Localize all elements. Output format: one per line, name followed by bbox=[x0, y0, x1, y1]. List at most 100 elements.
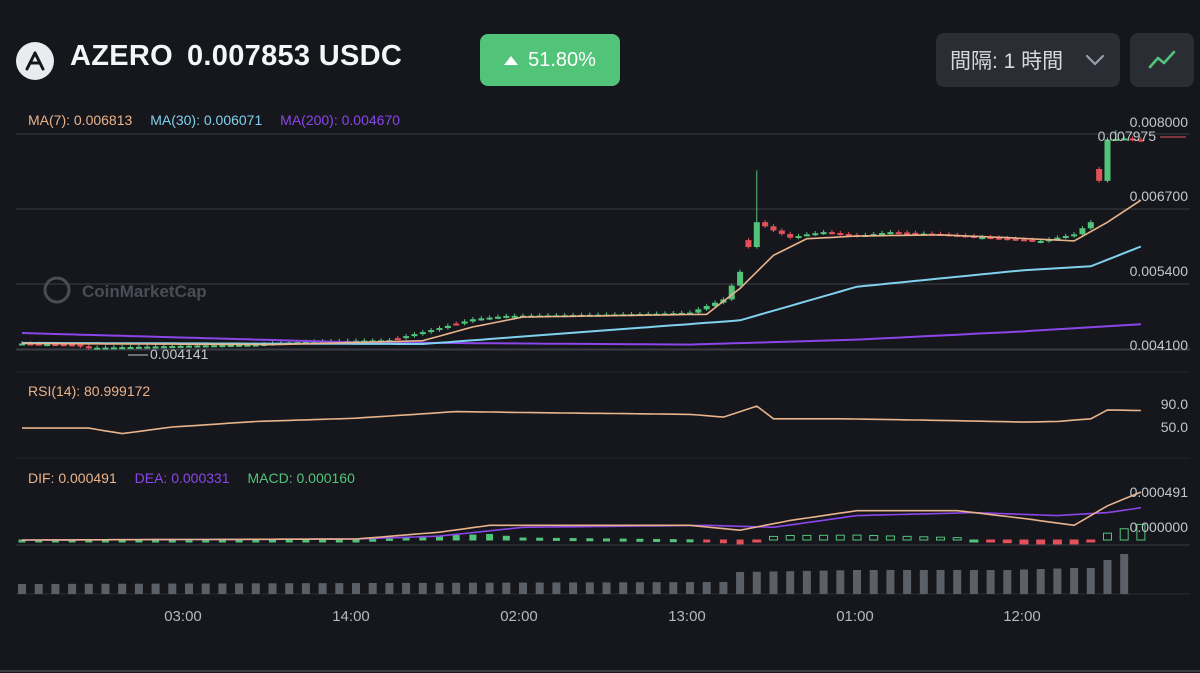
candle-body bbox=[820, 232, 827, 235]
price-chart[interactable]: CoinMarketCap 0.008000 0.006700 0.005400 0.0… bbox=[0, 100, 1200, 673]
candle-body bbox=[60, 344, 67, 347]
interval-dropdown[interactable]: 間隔: 1 時間 bbox=[936, 33, 1120, 87]
volume-bar bbox=[719, 582, 728, 594]
volume-bar bbox=[1086, 568, 1095, 594]
candle-body bbox=[778, 230, 785, 235]
candle-body bbox=[436, 328, 443, 331]
volume-bar bbox=[585, 582, 594, 594]
candle-body bbox=[1104, 139, 1111, 181]
macd-histogram-bar bbox=[235, 539, 243, 543]
volume-bar bbox=[886, 570, 895, 594]
candle-body bbox=[177, 345, 184, 348]
macd-histogram-bar bbox=[952, 537, 962, 541]
candle-body bbox=[912, 232, 919, 235]
candle-body bbox=[762, 222, 769, 227]
candle-body bbox=[1029, 239, 1036, 242]
candle-body bbox=[979, 237, 986, 240]
x-axis-tick-label: 14:00 bbox=[332, 608, 370, 625]
candle-body bbox=[728, 285, 735, 300]
candle-body bbox=[712, 302, 719, 306]
candle-body bbox=[703, 306, 710, 310]
candle-body bbox=[311, 341, 318, 344]
volume-bar bbox=[802, 570, 811, 594]
candle-body bbox=[403, 336, 410, 339]
interval-label: 間隔: 1 時間 bbox=[950, 50, 1064, 73]
macd-histogram-bar bbox=[1119, 528, 1129, 541]
macd-histogram-bar bbox=[902, 535, 912, 541]
volume-bar bbox=[235, 583, 244, 594]
candle-body bbox=[252, 344, 259, 347]
candle-body bbox=[503, 315, 510, 318]
volume-bar bbox=[318, 583, 327, 594]
candle-body bbox=[135, 346, 142, 349]
macd-histogram-bar bbox=[469, 534, 477, 541]
volume-bar bbox=[68, 583, 77, 594]
macd-histogram-bar bbox=[736, 539, 744, 545]
current-price-marker: 0.007975 bbox=[1098, 128, 1157, 144]
macd-histogram-bar bbox=[1086, 539, 1096, 543]
macd-histogram-bar bbox=[335, 539, 343, 543]
volume-bar bbox=[1120, 554, 1129, 594]
candle-body bbox=[695, 309, 702, 313]
macd-histogram-bar bbox=[218, 539, 226, 543]
macd-histogram-bar bbox=[552, 537, 560, 541]
volume-bar bbox=[853, 570, 861, 594]
rsi-legend-label: RSI(14): 80.999172 bbox=[28, 383, 151, 399]
ma-legend: MA(7): 0.006813 MA(30): 0.006071 MA(200)… bbox=[28, 112, 414, 128]
rsi-axis-label: 90.0 bbox=[1161, 396, 1188, 412]
macd-histogram-bar bbox=[1052, 539, 1062, 545]
candle-body bbox=[1137, 139, 1144, 142]
volume-bar bbox=[51, 583, 60, 594]
candle-body bbox=[469, 319, 476, 322]
macd-histogram-bar bbox=[653, 538, 661, 542]
volume-bar bbox=[168, 583, 177, 594]
chart-type-button[interactable] bbox=[1130, 33, 1194, 87]
candle-body bbox=[770, 226, 777, 231]
candle-body bbox=[52, 344, 59, 347]
volume-bar bbox=[869, 570, 878, 594]
macd-histogram-bar bbox=[369, 538, 377, 542]
volume-bar bbox=[1053, 568, 1062, 594]
candle-body bbox=[211, 345, 218, 348]
candle-body bbox=[511, 315, 518, 318]
volume-bar bbox=[84, 583, 93, 594]
candle-body bbox=[904, 232, 911, 235]
volume-bar bbox=[201, 583, 210, 594]
volume-bar bbox=[736, 572, 745, 594]
volume-bar bbox=[619, 582, 628, 594]
candle-body bbox=[160, 346, 167, 349]
volume-bar bbox=[1020, 569, 1028, 594]
header: AZERO 0.007853 USDC 51.80% 間隔: 1 時間 bbox=[0, 0, 1200, 100]
volume-bar bbox=[535, 582, 544, 594]
x-axis-tick-label: 03:00 bbox=[164, 608, 202, 625]
candle-body bbox=[895, 232, 902, 235]
volume-bar bbox=[903, 570, 912, 594]
volume-bar bbox=[151, 583, 160, 594]
macd-histogram-bar bbox=[986, 539, 996, 543]
volume-bar bbox=[301, 583, 310, 594]
candle-body bbox=[428, 330, 435, 333]
macd-histogram-bar bbox=[319, 539, 327, 543]
candle-body bbox=[169, 346, 176, 349]
macd-histogram-bar bbox=[719, 539, 727, 544]
macd-histogram-bar bbox=[502, 535, 510, 541]
candle-body bbox=[27, 343, 34, 346]
price-axis-label: 0.005400 bbox=[1130, 263, 1189, 279]
macd-histogram-bar bbox=[686, 539, 694, 543]
volume-bar bbox=[769, 571, 778, 594]
candle-body bbox=[194, 345, 201, 348]
volume-bar bbox=[569, 582, 578, 594]
ma7-legend: MA(7): 0.006813 bbox=[28, 112, 133, 128]
volume-bar bbox=[652, 582, 661, 594]
price-axis-label: 0.004100 bbox=[1130, 337, 1189, 353]
macd-histogram-bar bbox=[1136, 523, 1146, 541]
volume-bar bbox=[669, 582, 678, 594]
macd-histogram-bar bbox=[486, 534, 494, 541]
volume-bar bbox=[502, 582, 511, 594]
macd-histogram-bar bbox=[285, 539, 293, 543]
candle-body bbox=[1096, 169, 1103, 181]
ma30-legend: MA(30): 0.006071 bbox=[150, 112, 263, 128]
watermark-text: CoinMarketCap bbox=[82, 282, 207, 301]
dea-legend: DEA: 0.000331 bbox=[134, 470, 230, 486]
rsi-line bbox=[22, 405, 1141, 435]
